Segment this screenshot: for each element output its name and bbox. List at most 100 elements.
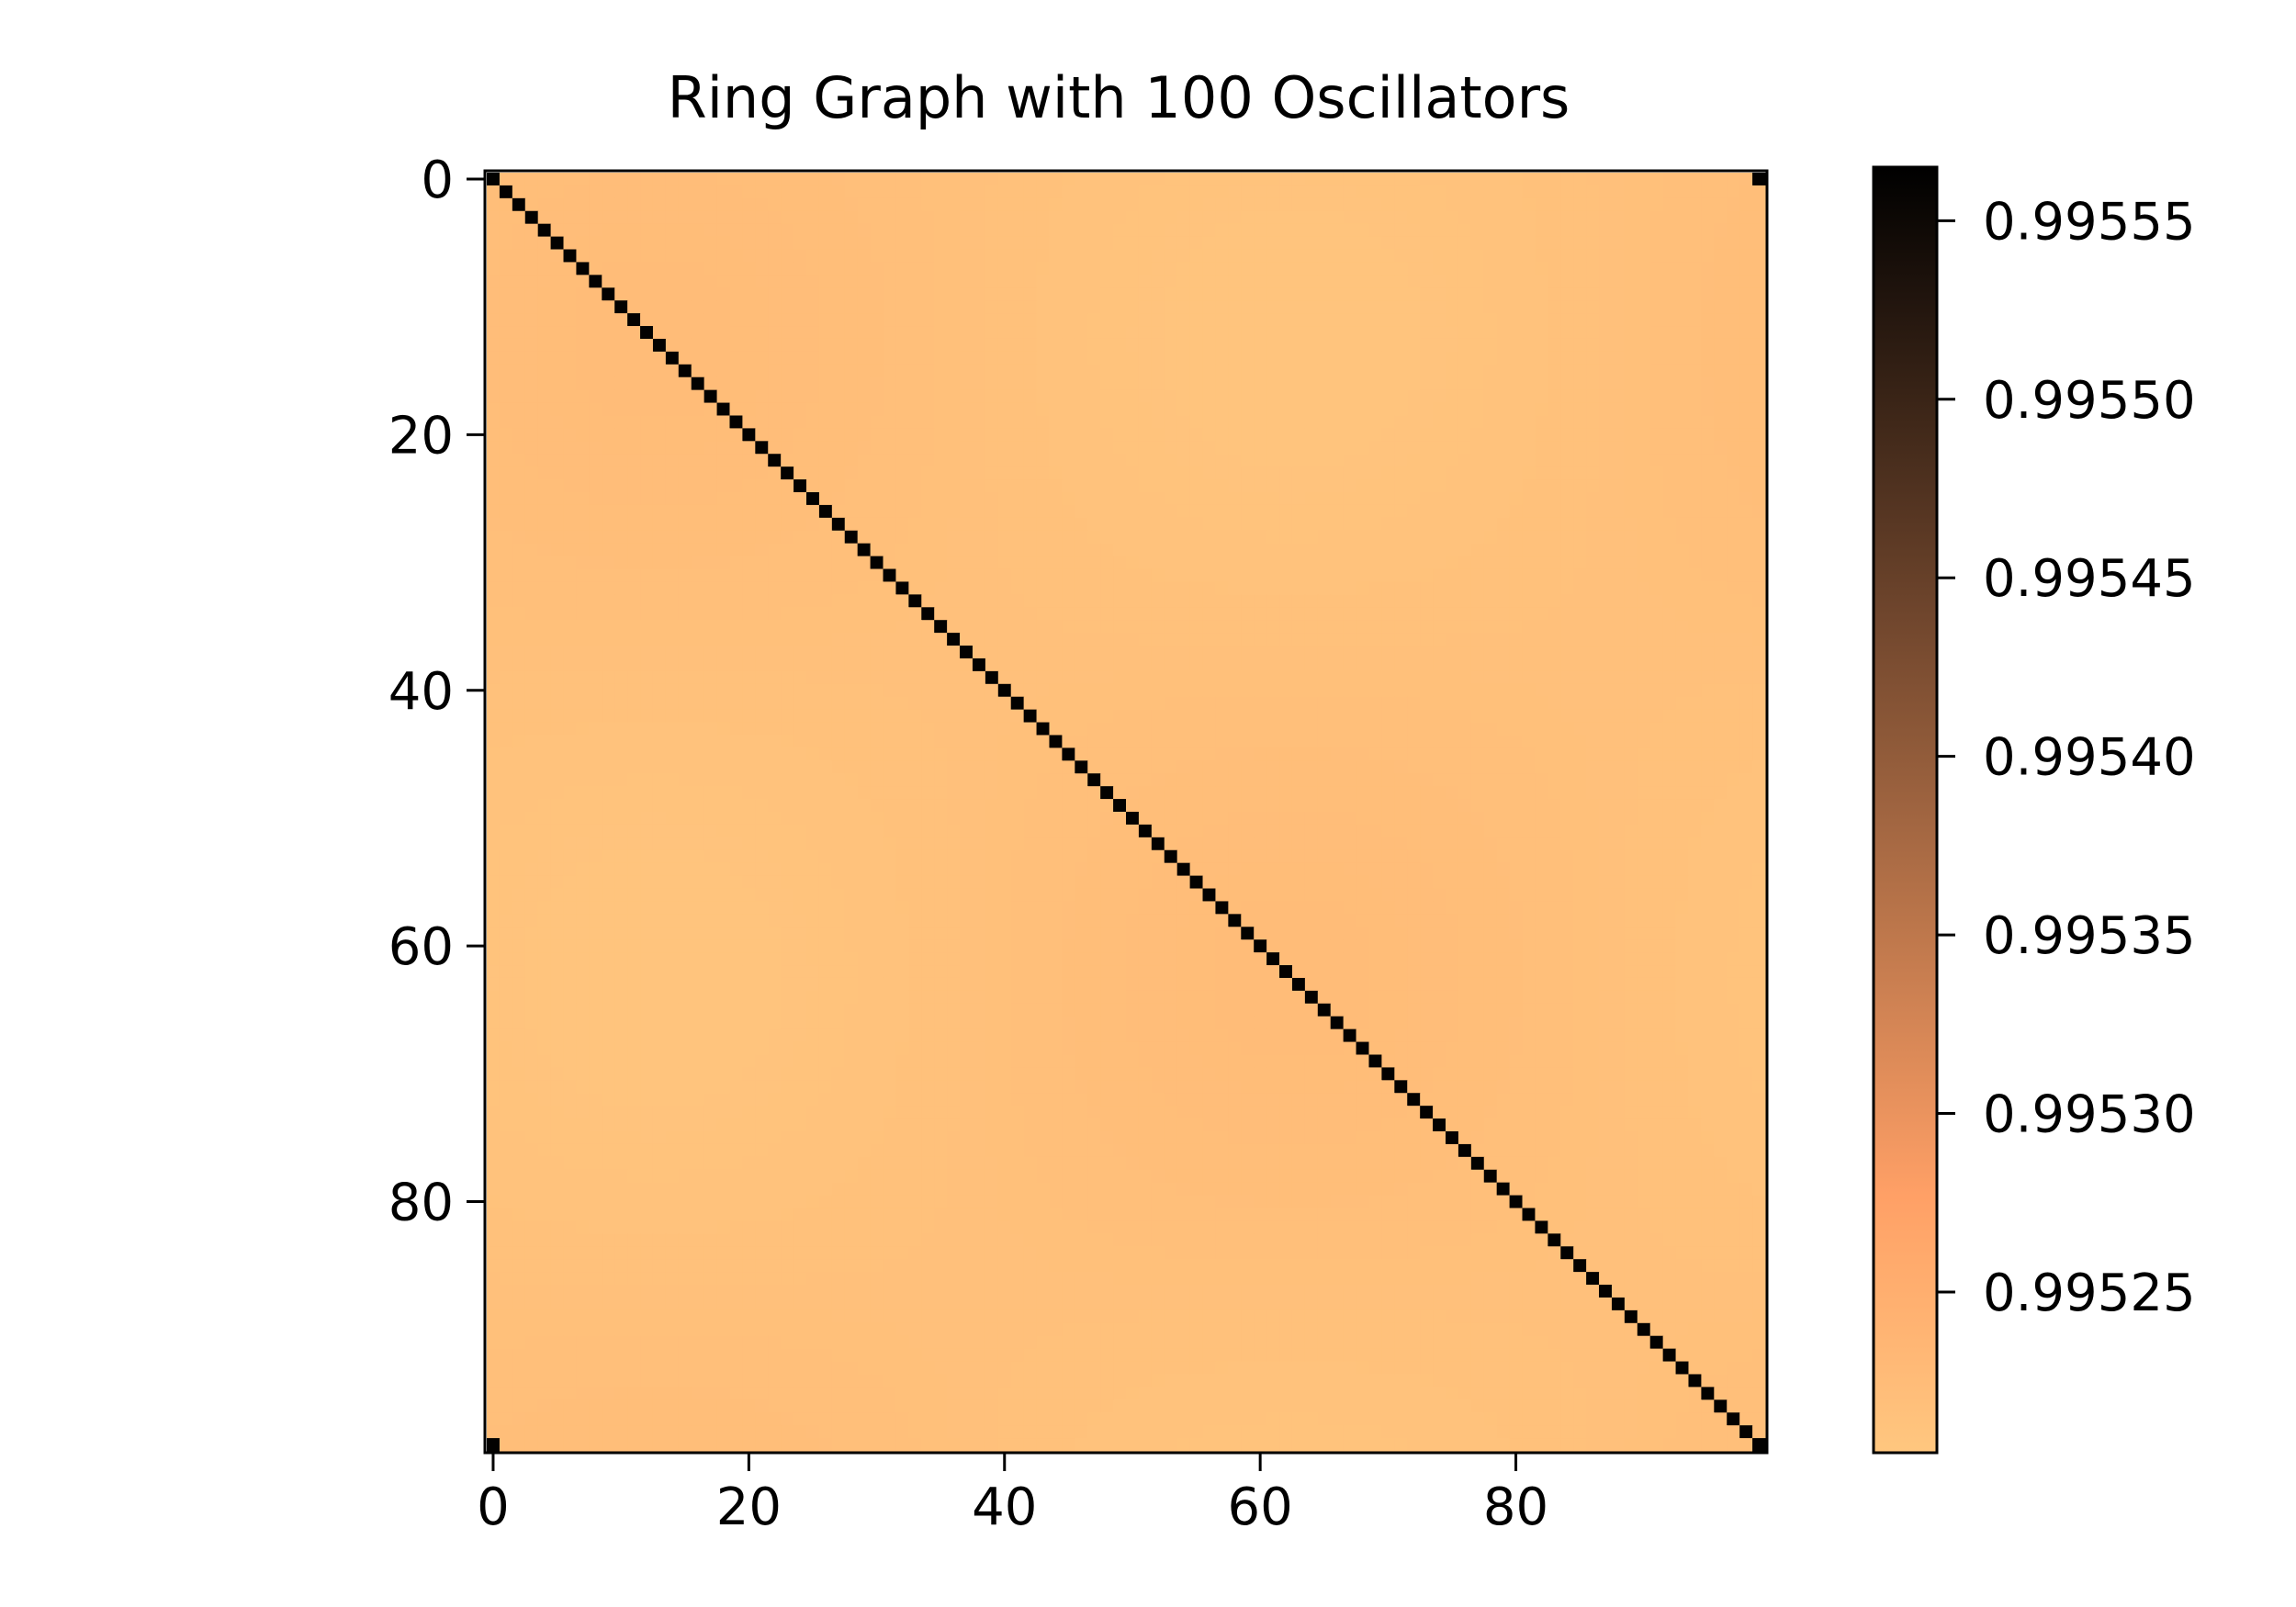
heatmap-cell xyxy=(1304,786,1319,800)
heatmap-cell xyxy=(512,657,526,672)
heatmap-cell xyxy=(870,389,884,404)
heatmap-cell xyxy=(1368,364,1382,378)
heatmap-cell xyxy=(1304,351,1319,365)
heatmap-cell xyxy=(831,441,846,455)
heatmap-cell xyxy=(755,210,769,225)
heatmap-cell xyxy=(947,543,961,557)
heatmap-cell xyxy=(1228,620,1242,634)
heatmap-cell xyxy=(768,300,782,314)
heatmap-cell xyxy=(806,799,820,813)
heatmap-cell xyxy=(1126,696,1140,711)
heatmap-cell xyxy=(1279,428,1293,442)
heatmap-cell xyxy=(1394,454,1408,467)
heatmap-cell xyxy=(768,313,782,327)
heatmap-cell xyxy=(755,185,769,199)
heatmap-cell xyxy=(665,454,680,467)
heatmap-cell xyxy=(947,504,961,519)
heatmap-cell xyxy=(563,633,578,646)
heatmap-cell xyxy=(1522,594,1536,608)
heatmap-cell xyxy=(589,568,602,583)
heatmap-cell xyxy=(1138,543,1153,557)
heatmap-cell xyxy=(1662,389,1677,404)
heatmap-cell xyxy=(1701,262,1715,275)
heatmap-cell xyxy=(1368,735,1382,748)
heatmap-cell xyxy=(640,773,654,787)
heatmap-cell xyxy=(844,262,859,275)
heatmap-cell xyxy=(499,236,513,251)
heatmap-cell xyxy=(934,607,948,621)
heatmap-cell xyxy=(818,722,833,736)
heatmap-cell xyxy=(640,466,654,480)
heatmap-cell xyxy=(576,607,590,621)
heatmap-cell xyxy=(1291,262,1306,275)
heatmap-cell xyxy=(729,351,743,365)
heatmap-cell xyxy=(1586,568,1600,583)
heatmap-cell xyxy=(499,799,513,813)
heatmap-cell xyxy=(997,389,1012,404)
heatmap-cell xyxy=(1675,786,1690,800)
heatmap-cell xyxy=(1075,696,1088,711)
heatmap-cell xyxy=(1304,696,1319,711)
heatmap-cell xyxy=(1164,646,1178,659)
heatmap-cell xyxy=(1368,223,1382,238)
heatmap-cell xyxy=(960,773,974,787)
heatmap-cell xyxy=(499,543,513,557)
heatmap-cell xyxy=(1470,287,1485,301)
heatmap-cell xyxy=(1522,376,1536,391)
heatmap-cell xyxy=(1407,389,1421,404)
heatmap-cell xyxy=(1279,581,1293,595)
heatmap-cell xyxy=(1394,530,1408,545)
heatmap-cell xyxy=(1483,376,1498,391)
heatmap-cell xyxy=(678,799,692,813)
heatmap-cell xyxy=(576,735,590,748)
heatmap-cell xyxy=(537,210,552,225)
heatmap-cell xyxy=(524,389,539,404)
heatmap-cell xyxy=(1714,773,1728,787)
heatmap-cell xyxy=(947,646,961,659)
heatmap-cell xyxy=(1215,556,1229,570)
heatmap-cell xyxy=(997,683,1012,698)
heatmap-cell xyxy=(1637,236,1651,251)
heatmap-cell xyxy=(857,517,872,532)
heatmap-cell xyxy=(1739,338,1753,353)
heatmap-cell xyxy=(665,709,680,724)
heatmap-cell xyxy=(1675,262,1690,275)
heatmap-cell xyxy=(1176,799,1191,813)
heatmap-cell xyxy=(1215,236,1229,251)
heatmap-cell xyxy=(1010,466,1025,480)
heatmap-cell xyxy=(1637,428,1651,442)
heatmap-cell xyxy=(691,722,705,736)
heatmap-cell xyxy=(997,236,1012,251)
heatmap-cell xyxy=(1701,492,1715,506)
heatmap-cell xyxy=(844,454,859,467)
heatmap-cell xyxy=(550,683,565,698)
heatmap-cell xyxy=(1304,197,1319,212)
heatmap-cell xyxy=(1075,402,1088,417)
heatmap-cell xyxy=(550,197,565,212)
heatmap-cell xyxy=(1368,249,1382,264)
heatmap-cell xyxy=(844,185,859,199)
heatmap-cell xyxy=(781,287,794,301)
heatmap-cell xyxy=(487,223,501,238)
heatmap-cell xyxy=(806,696,820,711)
heatmap-cell xyxy=(729,492,743,506)
heatmap-cell xyxy=(870,633,884,646)
heatmap-cell xyxy=(1254,415,1267,429)
heatmap-cell xyxy=(997,646,1012,659)
heatmap-cell xyxy=(1010,556,1025,570)
heatmap-cell xyxy=(1433,517,1446,532)
heatmap-cell xyxy=(1254,466,1267,480)
heatmap-cell xyxy=(1714,389,1728,404)
heatmap-cell xyxy=(1343,351,1357,365)
heatmap-cell xyxy=(563,402,578,417)
heatmap-cell xyxy=(1573,441,1587,455)
heatmap-cell xyxy=(870,454,884,467)
heatmap-cell xyxy=(793,799,807,813)
heatmap-cell xyxy=(1126,607,1140,621)
heatmap-cell xyxy=(908,633,922,646)
heatmap-cell xyxy=(1266,568,1280,583)
heatmap-cell xyxy=(1062,287,1075,301)
heatmap-cell xyxy=(563,313,578,327)
heatmap-cell xyxy=(844,657,859,672)
heatmap-cell xyxy=(1714,210,1728,225)
